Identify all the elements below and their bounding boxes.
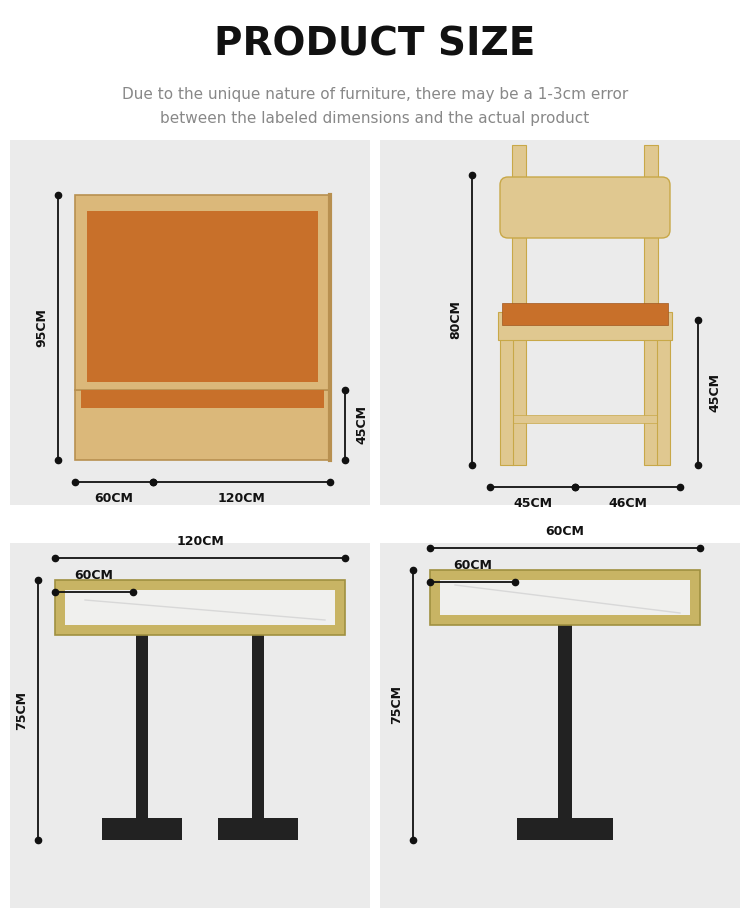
Bar [75,390,330,460]
Bar [512,145,526,465]
Bar [65,590,335,625]
Bar [500,415,670,423]
Bar [502,303,668,325]
Bar [55,580,345,635]
Bar [430,570,700,625]
Bar [10,543,370,908]
Bar [440,580,690,615]
Bar [558,625,572,820]
Text: between the labeled dimensions and the actual product: between the labeled dimensions and the a… [160,111,590,125]
Text: 75CM: 75CM [390,686,403,725]
Text: 60CM: 60CM [74,569,113,582]
Bar [517,818,613,840]
Text: Due to the unique nature of furniture, there may be a 1-3cm error: Due to the unique nature of furniture, t… [122,87,628,103]
Bar [75,195,330,390]
Bar [380,543,740,908]
Text: 45CM: 45CM [513,497,552,510]
Text: 120CM: 120CM [217,492,266,505]
FancyBboxPatch shape [500,177,670,238]
Bar [380,140,740,505]
Bar [500,325,513,465]
Bar [87,211,318,382]
Text: 46CM: 46CM [608,497,647,510]
Text: 45CM: 45CM [355,406,368,445]
Bar [10,140,370,505]
Bar [657,325,670,465]
Text: 80CM: 80CM [449,301,462,340]
Bar [102,818,182,840]
Bar [535,818,595,822]
Text: 75CM: 75CM [15,690,28,729]
Text: 95CM: 95CM [35,308,48,347]
Text: 120CM: 120CM [176,535,224,548]
Text: 60CM: 60CM [94,492,134,505]
Bar [252,635,264,820]
Bar [136,635,148,820]
Bar [81,390,324,408]
Bar [218,818,298,840]
Text: 60CM: 60CM [453,559,492,572]
Text: 45CM: 45CM [708,373,721,412]
Text: 60CM: 60CM [545,525,584,538]
Text: PRODUCT SIZE: PRODUCT SIZE [214,26,536,64]
Bar [644,145,658,465]
Bar [498,312,672,340]
